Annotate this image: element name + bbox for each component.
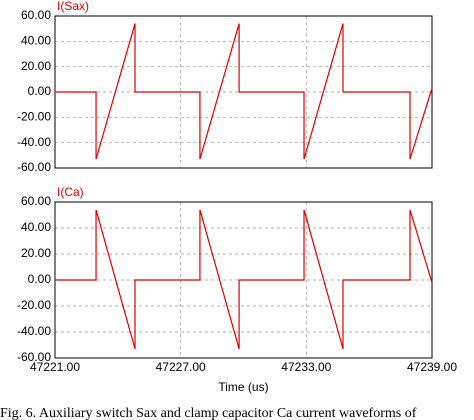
y-tick-label: 40.00 bbox=[21, 34, 51, 48]
x-tick-label: 47227.00 bbox=[156, 360, 206, 374]
y-tick-label: 20.00 bbox=[21, 59, 51, 73]
x-tick-label: 47221.00 bbox=[30, 360, 80, 374]
y-tick-label: 0.00 bbox=[28, 272, 52, 286]
y-tick-label: -40.00 bbox=[17, 324, 51, 338]
panel-title: I(Ca) bbox=[57, 185, 84, 199]
y-tick-label: -60.00 bbox=[17, 350, 51, 364]
y-tick-label: 60.00 bbox=[21, 194, 51, 208]
y-tick-label: -20.00 bbox=[17, 110, 51, 124]
y-tick-label: -60.00 bbox=[17, 160, 51, 174]
y-tick-label: -40.00 bbox=[17, 135, 51, 149]
waveform bbox=[55, 23, 433, 160]
waveform bbox=[55, 209, 433, 350]
panel-title: I(Sax) bbox=[57, 0, 89, 13]
y-tick-label: 60.00 bbox=[21, 8, 51, 22]
x-axis-label: Time (us) bbox=[218, 380, 268, 394]
y-tick-label: 20.00 bbox=[21, 246, 51, 260]
y-tick-label: 0.00 bbox=[28, 84, 52, 98]
x-tick-label: 47239.00 bbox=[407, 360, 457, 374]
caption: Fig. 6. Auxiliary switch Sax and clamp c… bbox=[0, 406, 417, 420]
y-tick-label: 40.00 bbox=[21, 220, 51, 234]
x-tick-label: 47233.00 bbox=[281, 360, 331, 374]
y-tick-label: -20.00 bbox=[17, 298, 51, 312]
